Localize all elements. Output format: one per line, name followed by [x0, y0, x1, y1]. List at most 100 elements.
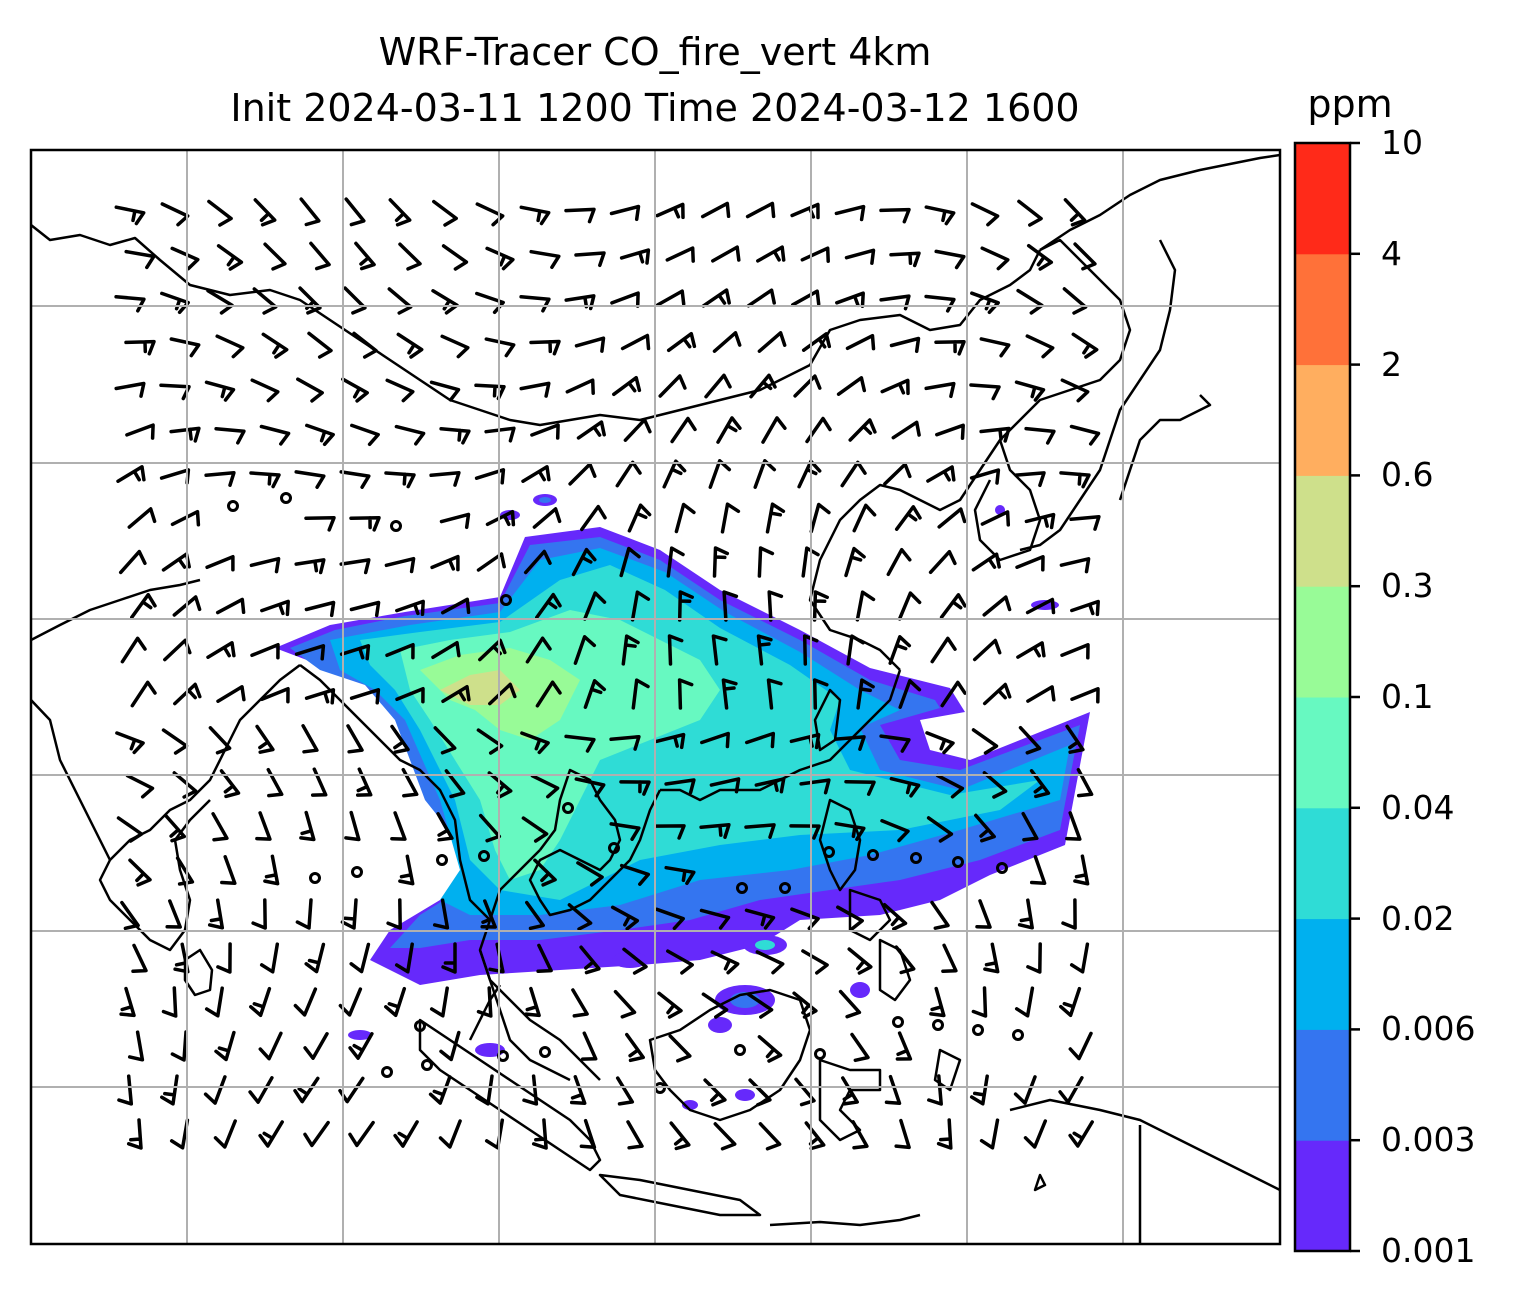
calm-wind-circle [734, 1044, 746, 1056]
wind-barb [348, 1120, 375, 1148]
wind-barb [127, 507, 157, 529]
wind-barb [886, 547, 912, 577]
wind-barb [927, 1074, 943, 1106]
wind-barb [974, 813, 996, 843]
wind-barb [260, 686, 290, 704]
wind-barb [1063, 198, 1087, 227]
wind-barb [758, 1122, 782, 1151]
wind-barb [757, 331, 787, 353]
wind-barb [304, 600, 336, 618]
wind-barb [790, 907, 820, 931]
wind-barb [666, 949, 694, 975]
wind-barb [580, 504, 607, 532]
wind-barb [579, 1118, 597, 1150]
wind-barb [354, 241, 376, 271]
wind-barb [295, 898, 313, 930]
wind-barb [982, 595, 1012, 617]
wind-barb [928, 549, 957, 575]
wind-barb [709, 777, 741, 794]
wind-barb [475, 1074, 494, 1106]
wind-barb [115, 731, 145, 755]
wind-barb [117, 1074, 134, 1106]
calm-wind-circle [351, 866, 363, 878]
wind-barb [982, 771, 1008, 799]
wind-barb [175, 856, 195, 886]
wind-barb [791, 289, 821, 307]
wind-barb [163, 813, 187, 843]
calm-wind-circle [736, 882, 748, 894]
wind-barb [670, 416, 697, 444]
wind-barb [203, 1075, 227, 1105]
wind-barb [1058, 1076, 1084, 1104]
wind-barb [898, 679, 922, 709]
wind-barb [666, 546, 685, 578]
wind-barb [753, 459, 777, 489]
wind-barb [1029, 769, 1051, 799]
wind-barb [574, 251, 606, 268]
wind-barb [1026, 243, 1054, 271]
calm-wind-circle [823, 846, 835, 858]
calm-wind-circle [227, 500, 239, 512]
wind-barb [564, 734, 596, 753]
colorbar-band [1295, 143, 1350, 255]
wind-barb [124, 249, 156, 270]
wind-barb [620, 333, 651, 351]
wind-barb [173, 682, 202, 706]
calm-wind-circle [779, 882, 791, 894]
wind-barb [1017, 898, 1034, 930]
wind-barb [344, 197, 366, 227]
wind-barb [390, 724, 410, 754]
wind-barb [894, 505, 922, 531]
wind-barb [619, 248, 651, 265]
wind-barb [836, 376, 867, 396]
wind-barb [259, 942, 280, 974]
wind-barb [250, 642, 280, 660]
wind-barb [440, 597, 471, 615]
wind-barb [530, 423, 560, 440]
wind-barb [343, 286, 367, 315]
wind-barb [349, 600, 381, 618]
wind-barb [838, 989, 862, 1019]
wind-barb [701, 992, 729, 1019]
calm-wind-circle [814, 1048, 826, 1060]
wind-barb [897, 591, 922, 621]
wind-barb [530, 774, 560, 799]
calm-wind-circle [562, 802, 574, 814]
wind-barb [792, 991, 818, 1019]
wind-barb [124, 339, 156, 356]
wind-barb [169, 426, 201, 443]
wind-barb [722, 590, 739, 622]
wind-barb [1013, 1075, 1037, 1105]
wind-barb [583, 591, 607, 621]
wind-barb [879, 207, 911, 224]
wind-barb [568, 462, 597, 486]
wind-barb [219, 769, 241, 799]
wind-barb [475, 291, 505, 315]
wind-barb [708, 459, 732, 489]
wind-barb [879, 734, 911, 753]
calm-wind-markers [227, 492, 1024, 1094]
wind-barb [930, 900, 950, 930]
wind-barb [765, 502, 786, 534]
calm-wind-circle [500, 594, 512, 606]
wind-barb [712, 331, 742, 353]
wind-barb [836, 905, 864, 931]
wind-barb [969, 383, 1001, 401]
wind-barb [294, 644, 326, 661]
wind-barb [523, 549, 552, 575]
wind-barb [613, 989, 637, 1019]
wind-barb [1026, 685, 1056, 703]
wind-barb [436, 812, 454, 842]
wind-barb [930, 636, 957, 664]
wind-barb [204, 986, 224, 1018]
wind-barb [1014, 986, 1035, 1018]
wind-barb [888, 635, 912, 665]
wind-barb [980, 246, 1010, 271]
wind-barb [525, 900, 545, 931]
wind-barb [253, 198, 277, 227]
wind-barb [214, 1030, 236, 1062]
wind-barb [204, 471, 236, 487]
wind-barb [309, 241, 331, 271]
wind-barb [303, 1032, 329, 1060]
calm-wind-circle [608, 842, 620, 854]
